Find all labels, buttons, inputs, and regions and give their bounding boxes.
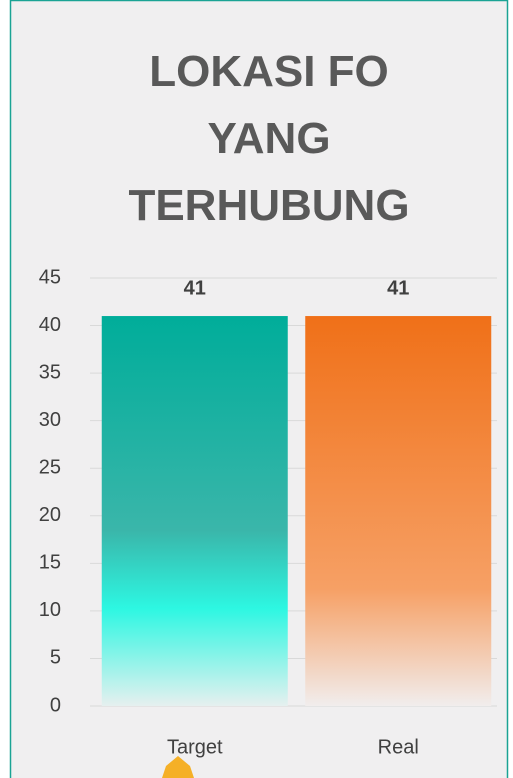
y-tick-label: 40 [39,314,61,336]
bar [305,316,492,706]
chart-title: LOKASI FO YANG TERHUBUNG [128,47,410,230]
y-tick-label: 15 [39,552,61,574]
y-tick-label: 10 [39,599,61,621]
y-tick-label: 5 [50,647,61,669]
x-tick-label: Real [378,736,419,758]
x-tick-label: Target [167,736,223,758]
plot: 0 5 10 15 20 25 30 35 40 45 Target 41 Real 41 [39,266,497,758]
decoration [162,756,194,778]
y-tick-label: 0 [50,694,61,716]
y-tick-label: 35 [39,361,61,383]
data-label: 41 [184,277,206,299]
data-label: 41 [387,277,409,299]
y-tick-label: 45 [39,266,61,288]
y-tick-label: 25 [39,457,61,479]
y-tick-label: 20 [39,504,61,526]
bar [101,316,288,706]
y-tick-label: 30 [39,409,61,431]
